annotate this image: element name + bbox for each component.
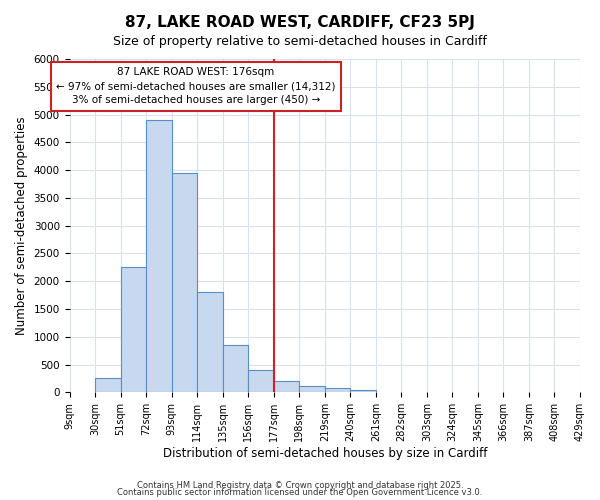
Bar — [248, 370, 274, 392]
Bar — [197, 292, 223, 392]
Bar — [274, 381, 299, 392]
Text: Contains HM Land Registry data © Crown copyright and database right 2025.: Contains HM Land Registry data © Crown c… — [137, 480, 463, 490]
Y-axis label: Number of semi-detached properties: Number of semi-detached properties — [15, 116, 28, 335]
Text: Size of property relative to semi-detached houses in Cardiff: Size of property relative to semi-detach… — [113, 35, 487, 48]
Bar — [172, 173, 197, 392]
Text: 87 LAKE ROAD WEST: 176sqm
← 97% of semi-detached houses are smaller (14,312)
3% : 87 LAKE ROAD WEST: 176sqm ← 97% of semi-… — [56, 68, 335, 106]
Bar — [350, 390, 376, 392]
Bar — [299, 386, 325, 392]
Bar — [95, 378, 121, 392]
Bar — [325, 388, 350, 392]
Text: 87, LAKE ROAD WEST, CARDIFF, CF23 5PJ: 87, LAKE ROAD WEST, CARDIFF, CF23 5PJ — [125, 15, 475, 30]
Bar — [146, 120, 172, 392]
X-axis label: Distribution of semi-detached houses by size in Cardiff: Distribution of semi-detached houses by … — [163, 447, 487, 460]
Text: Contains public sector information licensed under the Open Government Licence v3: Contains public sector information licen… — [118, 488, 482, 497]
Bar — [223, 345, 248, 393]
Bar — [121, 268, 146, 392]
